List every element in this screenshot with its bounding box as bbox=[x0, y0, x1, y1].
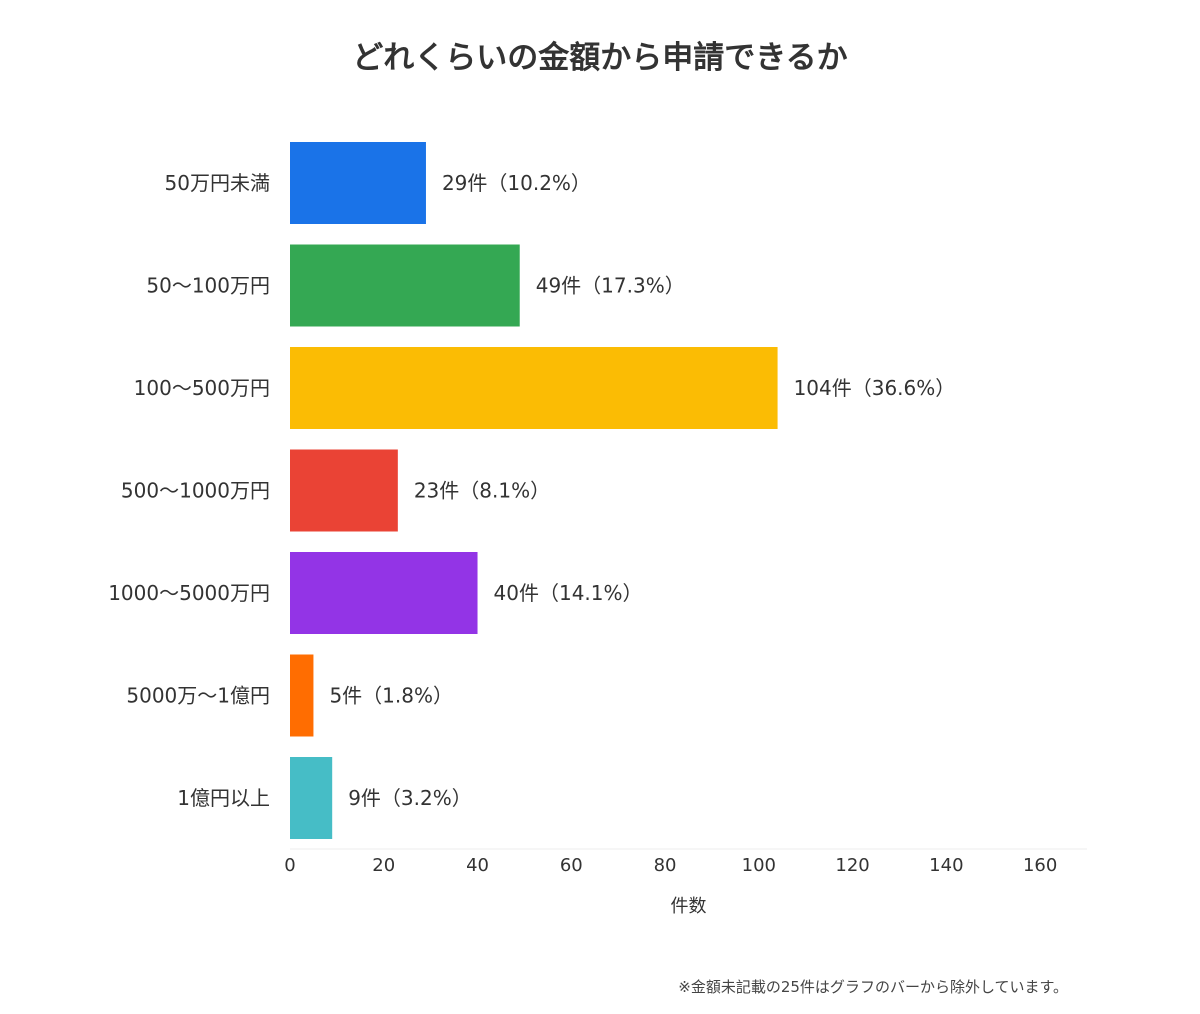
x-tick-label: 120 bbox=[835, 855, 869, 876]
data-label: 29件（10.2%） bbox=[442, 171, 591, 195]
bar-1 bbox=[290, 244, 520, 327]
data-label: 23件（8.1%） bbox=[414, 479, 550, 503]
x-tick-label: 160 bbox=[1023, 855, 1057, 876]
bar-6 bbox=[290, 757, 333, 839]
data-label: 104件（36.6%） bbox=[794, 376, 956, 400]
bar-2 bbox=[290, 347, 778, 429]
data-label: 5件（1.8%） bbox=[329, 684, 453, 708]
category-label: 50〜100万円 bbox=[146, 274, 270, 298]
data-label: 49件（17.3%） bbox=[536, 274, 685, 298]
x-tick-label: 20 bbox=[372, 855, 395, 876]
x-tick-label: 140 bbox=[929, 855, 963, 876]
x-tick-label: 100 bbox=[742, 855, 776, 876]
x-tick-label: 60 bbox=[560, 855, 583, 876]
x-tick-label: 0 bbox=[284, 855, 295, 876]
category-label: 1億円以上 bbox=[177, 786, 270, 810]
footnote: ※金額未記載の25件はグラフのバーから除外しています。 bbox=[678, 978, 1068, 996]
bar-5 bbox=[290, 654, 314, 737]
category-labels: 50万円未満 50〜100万円 100〜500万円 500〜1000万円 1000〜50… bbox=[108, 171, 270, 810]
category-label: 500〜1000万円 bbox=[121, 479, 270, 503]
data-labels: 29件（10.2%） 49件（17.3%） 104件（36.6%） 23件（8.1%）… bbox=[329, 171, 955, 810]
x-axis-title: 件数 bbox=[671, 896, 707, 917]
x-tick-label: 40 bbox=[466, 855, 489, 876]
category-label: 100〜500万円 bbox=[134, 376, 270, 400]
data-label: 40件（14.1%） bbox=[494, 581, 643, 605]
category-label: 50万円未満 bbox=[165, 171, 270, 195]
chart-title: どれくらいの金額から申請できるか bbox=[352, 40, 848, 76]
x-tick-label: 80 bbox=[654, 855, 677, 876]
bars-layer bbox=[290, 142, 778, 839]
bar-0 bbox=[290, 142, 426, 224]
bar-3 bbox=[290, 449, 398, 532]
category-label: 5000万〜1億円 bbox=[126, 684, 270, 708]
data-label: 9件（3.2%） bbox=[348, 786, 472, 810]
category-label: 1000〜5000万円 bbox=[108, 581, 270, 605]
bar-4 bbox=[290, 552, 478, 634]
x-axis-ticks: 0 20 40 60 80 100 120 140 160 bbox=[284, 855, 1057, 876]
